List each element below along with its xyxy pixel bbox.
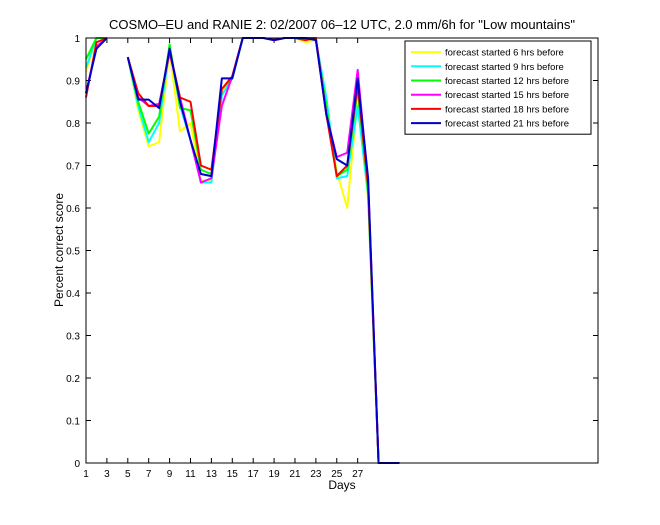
x-tick-label: 3 [104, 469, 110, 480]
y-tick-label: 0.9 [66, 77, 80, 88]
y-tick-label: 1 [74, 34, 80, 45]
plot-frame [85, 37, 599, 464]
x-tick-label: 7 [146, 469, 152, 480]
x-tick-label: 11 [185, 469, 196, 480]
x-tick-label: 5 [125, 469, 131, 480]
y-tick-label: 0.7 [66, 162, 80, 173]
y-tick-label: 0.5 [66, 247, 80, 258]
legend-label: forecast started 15 hrs before [445, 90, 569, 101]
y-tick-label: 0.3 [66, 332, 80, 343]
legend-label: forecast started 12 hrs before [445, 76, 569, 87]
x-axis-label: Days [328, 478, 355, 492]
x-tick-label: 23 [310, 469, 322, 480]
y-axis-label: Percent correct score [52, 193, 66, 307]
x-tick-label: 27 [352, 469, 364, 480]
legend-box [404, 40, 592, 135]
chart-title: COSMO–EU and RANIE 2: 02/2007 06–12 UTC,… [109, 17, 575, 32]
y-tick-label: 0 [74, 459, 80, 470]
y-tick-label: 0.6 [66, 204, 80, 215]
y-tick-label: 0.1 [66, 417, 80, 428]
y-tick-label: 0.4 [66, 289, 80, 300]
x-tick-label: 21 [289, 469, 301, 480]
x-tick-label: 25 [331, 469, 343, 480]
x-tick-label: 9 [167, 469, 173, 480]
x-tick-label: 15 [227, 469, 239, 480]
x-tick-label: 17 [248, 469, 260, 480]
y-tick-label: 0.8 [66, 119, 80, 130]
x-tick-label: 19 [269, 469, 281, 480]
x-tick-label: 13 [206, 469, 218, 480]
legend-label: forecast started 21 hrs before [445, 119, 569, 130]
y-tick-label: 0.2 [66, 374, 80, 385]
x-tick-label: 1 [83, 469, 89, 480]
legend-label: forecast started 9 hrs before [445, 62, 564, 73]
legend-label: forecast started 6 hrs before [445, 48, 564, 59]
legend-label: forecast started 18 hrs before [445, 104, 569, 115]
legend: forecast started 6 hrs before forecast st… [404, 40, 592, 135]
